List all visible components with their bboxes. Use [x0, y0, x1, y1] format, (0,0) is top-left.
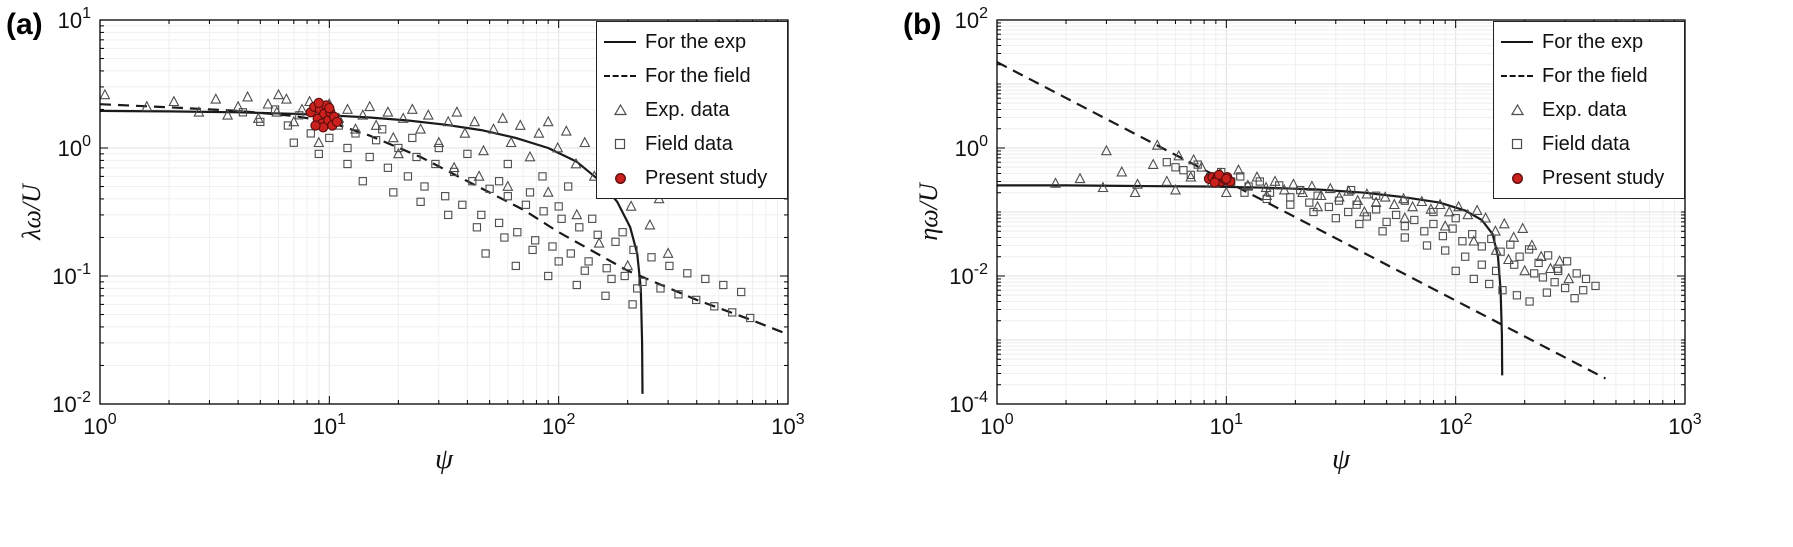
y-tick-label: 101	[58, 5, 91, 33]
dashed-line-sample	[1501, 75, 1533, 77]
x-tick-label: 100	[83, 411, 116, 439]
panel-a-legend: For the exp For the field Exp. data Fiel…	[596, 21, 788, 199]
solid-line-sample	[604, 41, 636, 43]
grid	[997, 20, 1685, 404]
series-for-the-field	[100, 103, 788, 336]
triangle-marker-icon	[1501, 104, 1533, 116]
legend-label: Exp. data	[1542, 98, 1627, 121]
legend-item-for-the-exp: For the exp	[1494, 25, 1684, 59]
square-marker-icon	[1501, 138, 1533, 150]
legend-label: Exp. data	[645, 98, 730, 121]
series-layer	[100, 88, 788, 394]
tick-labels: 100 101 102 103 10-2 10-1 100 101	[52, 5, 805, 439]
series-field-data	[238, 105, 755, 323]
dashed-line-sample	[604, 75, 636, 77]
y-tick-label: 100	[955, 133, 988, 161]
ticks	[996, 19, 1686, 405]
panel-b-legend: For the exp For the field Exp. data Fiel…	[1493, 21, 1685, 199]
series-for-the-field	[997, 61, 1607, 380]
red-dot-marker-icon	[1501, 172, 1533, 185]
legend-item-present-study: Present study	[597, 161, 787, 195]
square-marker-icon	[604, 138, 636, 150]
panel-a-x-axis-label: ψ	[434, 443, 453, 475]
legend-label: For the field	[645, 64, 751, 87]
legend-label: Present study	[645, 166, 768, 189]
legend-label: For the exp	[1542, 30, 1644, 53]
y-tick-label: 10-2	[949, 261, 988, 289]
legend-label: Field data	[645, 132, 733, 155]
y-tick-label: 10-4	[949, 389, 988, 417]
x-tick-label: 101	[1210, 411, 1243, 439]
legend-item-exp-data: Exp. data	[597, 93, 787, 127]
triangle-marker-icon	[604, 104, 636, 116]
series-exp-data	[100, 88, 674, 271]
x-tick-label: 102	[542, 411, 575, 439]
x-tick-label: 102	[1439, 411, 1472, 439]
y-tick-label: 10-1	[52, 261, 91, 289]
tick-labels: 100 101 102 103 10-4 10-2 100 102	[949, 5, 1702, 439]
series-field-data	[1162, 158, 1600, 306]
legend-item-field-data: Field data	[1494, 127, 1684, 161]
panel-b-y-axis-label: ηω/U	[914, 183, 943, 241]
y-tick-label: 10-2	[52, 389, 91, 417]
x-tick-label: 100	[980, 411, 1013, 439]
legend-item-for-the-field: For the field	[597, 59, 787, 93]
red-dot-marker-icon	[604, 172, 636, 185]
panel-b-x-axis-label: ψ	[1331, 443, 1350, 475]
legend-label: Field data	[1542, 132, 1630, 155]
panel-a-y-axis-label: λω/U	[17, 184, 46, 240]
x-tick-label: 103	[771, 411, 804, 439]
panel-b-label: (b)	[903, 8, 942, 41]
legend-label: For the exp	[645, 30, 747, 53]
legend-item-exp-data: Exp. data	[1494, 93, 1684, 127]
panel-a-label: (a)	[6, 8, 43, 41]
y-tick-label: 100	[58, 133, 91, 161]
legend-item-field-data: Field data	[597, 127, 787, 161]
series-present-study	[1203, 169, 1236, 188]
legend-item-present-study: Present study	[1494, 161, 1684, 195]
legend-item-for-the-field: For the field	[1494, 59, 1684, 93]
solid-line-sample	[1501, 41, 1533, 43]
x-tick-label: 101	[313, 411, 346, 439]
panel-a: 100 101 102 103 10-2 10-1 100 101 (a) λω/U ψ Fo…	[0, 0, 896, 547]
y-tick-label: 102	[955, 5, 988, 33]
legend-item-for-the-exp: For the exp	[597, 25, 787, 59]
legend-label: For the field	[1542, 64, 1648, 87]
legend-label: Present study	[1542, 166, 1665, 189]
axes-frame	[99, 19, 789, 405]
x-tick-label: 103	[1668, 411, 1701, 439]
series-present-study	[305, 97, 343, 133]
series-layer	[997, 61, 1607, 380]
panel-b: 100 101 102 103 10-4 10-2 100 102 (b) ηω/U ψ Fo…	[897, 0, 1793, 547]
